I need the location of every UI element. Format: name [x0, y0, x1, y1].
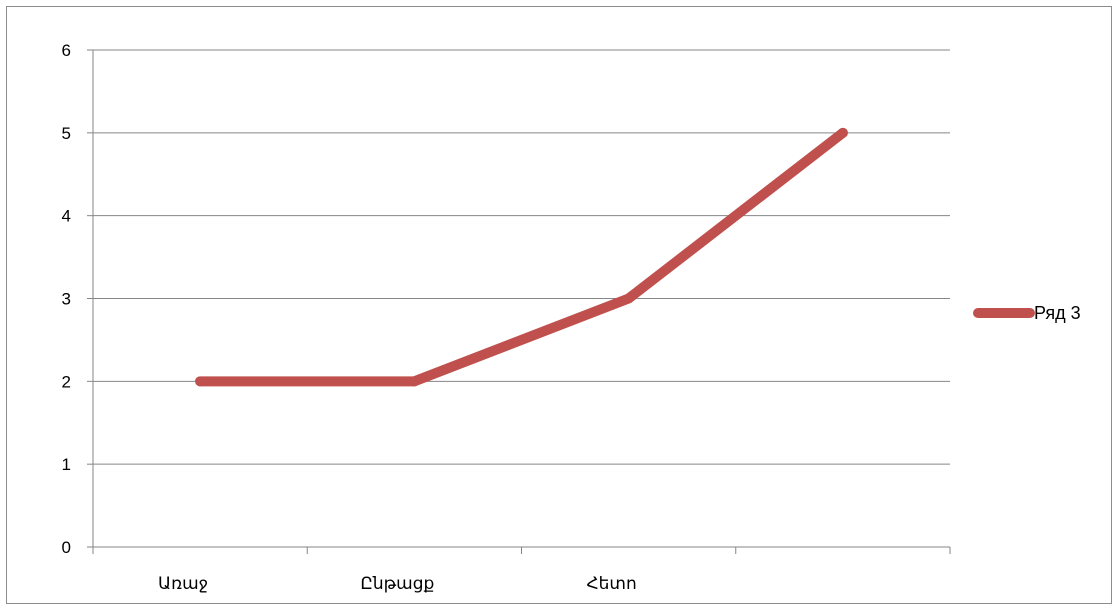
y-tick-label-6: 6 — [62, 41, 71, 60]
series-line-0 — [195, 127, 848, 387]
data-point-0-1 — [409, 376, 420, 387]
x-tick-label-0: Առաջ — [158, 574, 208, 594]
y-tick-labels: 0 1 2 3 4 5 6 — [62, 41, 71, 557]
y-tick-label-4: 4 — [62, 207, 71, 226]
x-tick-labels: Առաջ Ընթացք Հետո — [158, 574, 637, 594]
data-point-0-3 — [837, 127, 848, 138]
y-tick-label-2: 2 — [62, 372, 71, 391]
data-point-0-0 — [195, 376, 206, 387]
legend-label-0: Ряд 3 — [1034, 303, 1081, 323]
x-tick-label-1: Ընթացք — [360, 574, 434, 594]
legend: Ряд 3 — [973, 303, 1081, 323]
gridlines — [93, 49, 950, 465]
y-tick-label-3: 3 — [62, 290, 71, 309]
y-tick-label-0: 0 — [62, 538, 71, 557]
data-point-0-2 — [623, 293, 634, 304]
y-tick-label-1: 1 — [62, 455, 71, 474]
series-group — [195, 127, 848, 387]
y-tick-label-5: 5 — [62, 124, 71, 143]
x-tick-label-2: Հետո — [586, 574, 636, 594]
axes — [87, 49, 951, 554]
chart-frame — [6, 6, 1112, 604]
